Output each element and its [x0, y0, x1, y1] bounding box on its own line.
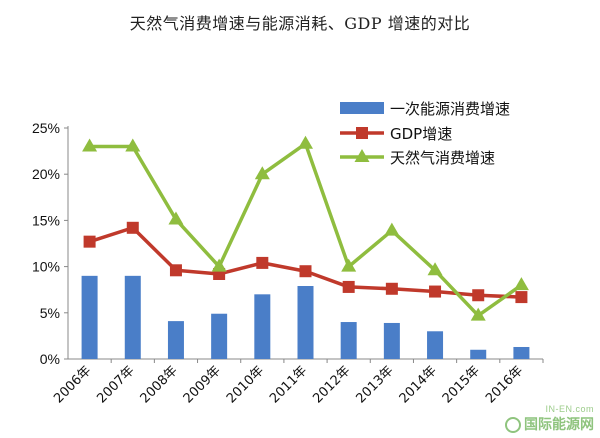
point-natural-gas [298, 135, 313, 149]
y-tick-label: 20% [32, 166, 60, 182]
legend-swatch-bar [340, 102, 384, 114]
legend-swatch-natural-gas-marker [354, 149, 370, 162]
x-tick-label: 2009年 [181, 363, 224, 406]
legend-swatch-gdp-marker [356, 127, 368, 139]
x-tick-label: 2013年 [353, 363, 396, 406]
bar-primary-energy [340, 322, 357, 359]
point-natural-gas [168, 211, 184, 225]
bar-primary-energy [211, 313, 228, 359]
watermark-domain: IN-EN.com [545, 404, 594, 414]
bar-primary-energy [513, 346, 530, 359]
point-gdp [429, 285, 442, 298]
point-natural-gas [211, 258, 227, 272]
point-natural-gas [513, 277, 529, 291]
point-natural-gas [82, 138, 98, 152]
point-gdp [385, 282, 398, 295]
y-tick-label: 5% [40, 305, 60, 321]
y-tick-label: 15% [32, 212, 60, 228]
bar-primary-energy [297, 286, 314, 359]
point-natural-gas [470, 307, 486, 321]
point-gdp [256, 256, 269, 269]
point-gdp [342, 280, 355, 293]
bar-primary-energy [427, 331, 444, 359]
point-gdp [83, 235, 96, 248]
x-tick-label: 2012年 [310, 363, 353, 406]
point-natural-gas [341, 258, 357, 272]
bar-primary-energy [81, 275, 98, 359]
x-tick-label: 2014年 [397, 363, 440, 406]
point-gdp [169, 264, 182, 277]
bar-primary-energy [254, 294, 271, 359]
watermark-name: 国际能源网 [524, 417, 594, 433]
legend-label: GDP增速 [390, 125, 452, 143]
x-tick-label: 2016年 [483, 363, 526, 406]
x-tick-label: 2006年 [51, 363, 94, 406]
y-tick-label: 0% [40, 351, 60, 367]
point-natural-gas [427, 262, 443, 276]
point-gdp [126, 221, 139, 234]
x-tick-label: 2010年 [224, 363, 267, 406]
legend-label: 一次能源消费增速 [390, 100, 510, 118]
watermark: IN-EN.com 国际能源网 [505, 404, 594, 434]
point-natural-gas [254, 166, 270, 180]
y-tick-label: 10% [32, 259, 60, 275]
point-gdp [472, 289, 485, 302]
bar-primary-energy [167, 321, 184, 359]
point-gdp [515, 291, 528, 304]
x-tick-label: 2011年 [267, 363, 310, 406]
bar-primary-energy [124, 275, 141, 359]
x-tick-label: 2015年 [440, 363, 483, 406]
bar-primary-energy [470, 349, 487, 359]
point-natural-gas [125, 138, 141, 152]
x-tick-label: 2007年 [94, 363, 137, 406]
chart-title: 天然气消费增速与能源消耗、GDP 增速的对比 [129, 14, 471, 33]
bar-primary-energy [383, 322, 400, 359]
point-gdp [299, 265, 312, 278]
y-tick-label: 25% [32, 120, 60, 136]
legend-label: 天然气消费增速 [390, 149, 495, 167]
watermark-logo: 国际能源网 [505, 414, 594, 434]
watermark-logo-icon [505, 417, 521, 433]
x-tick-label: 2008年 [138, 363, 181, 406]
point-natural-gas [384, 222, 400, 236]
